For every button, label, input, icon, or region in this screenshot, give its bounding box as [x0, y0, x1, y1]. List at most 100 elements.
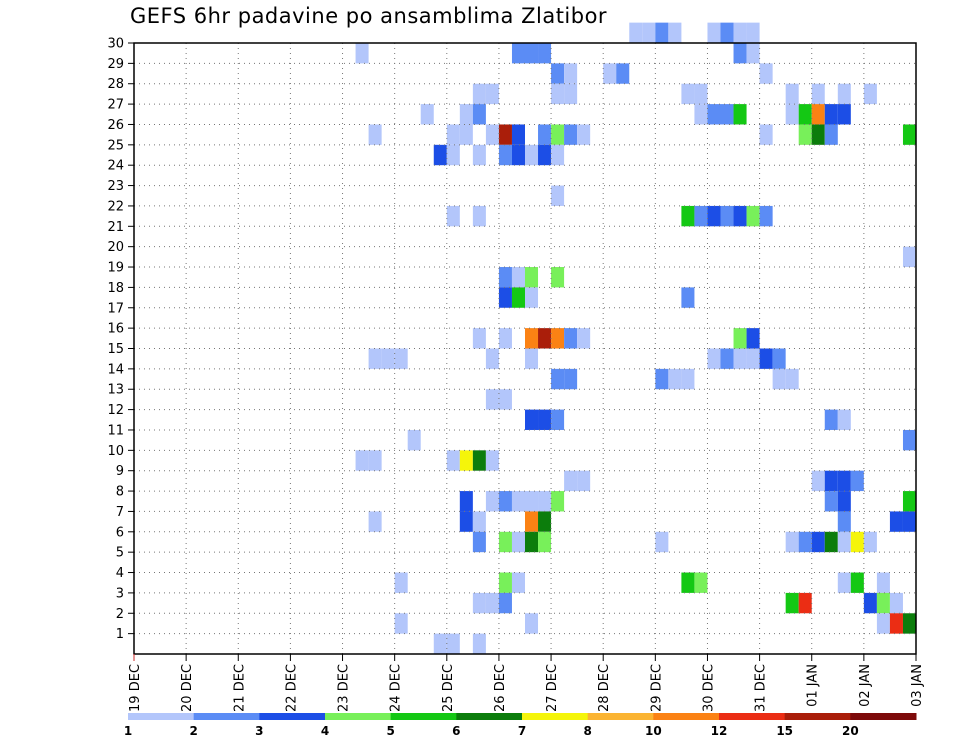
y-tick-label: 16: [107, 322, 124, 337]
y-tick-label: 30: [107, 37, 124, 52]
heat-cell: [511, 572, 525, 593]
heat-cell: [551, 63, 565, 84]
heat-cell: [525, 144, 539, 166]
heat-cell: [498, 592, 512, 614]
heat-cell: [824, 470, 838, 492]
heat-cell: [511, 43, 525, 64]
heat-cell: [811, 531, 825, 553]
heat-cell: [472, 592, 486, 614]
heat-cell: [707, 22, 721, 43]
y-tick-label: 7: [116, 505, 124, 520]
heat-cell: [551, 328, 565, 349]
heat-cell: [772, 348, 786, 369]
y-tick-label: 15: [107, 342, 124, 357]
heat-cell: [577, 470, 591, 492]
heat-cell: [446, 144, 460, 166]
heat-cell: [472, 511, 486, 532]
heat-cell: [837, 491, 851, 512]
heat-cell: [837, 470, 851, 492]
x-tick-label: 29 DEC: [649, 664, 664, 712]
heat-cell: [368, 124, 382, 145]
heat-cell: [368, 511, 382, 532]
heat-cell: [551, 144, 565, 166]
heat-cell: [551, 491, 565, 512]
heat-cell: [551, 409, 565, 430]
legend-label: 10: [645, 724, 662, 738]
chart-title: GEFS 6hr padavine po ansamblima Zlatibor: [130, 4, 608, 28]
heat-cell: [446, 124, 460, 145]
y-tick-label: 11: [107, 423, 124, 438]
legend-swatch: [850, 713, 917, 720]
heat-cell: [472, 83, 486, 105]
heat-cell: [538, 328, 552, 349]
y-tick-label: 18: [107, 281, 124, 296]
legend-label: 6: [452, 724, 460, 738]
heat-cell: [720, 22, 734, 43]
cells-group: [355, 22, 916, 654]
heat-cell: [472, 205, 486, 227]
heat-cell: [824, 104, 838, 125]
heat-cell: [837, 83, 851, 105]
legend-label: 1: [124, 724, 132, 738]
heat-cell: [394, 613, 408, 634]
heat-cell: [551, 185, 565, 206]
heat-cell: [525, 511, 539, 532]
heat-cell: [564, 124, 578, 145]
grid: [134, 42, 917, 654]
heat-cell: [733, 22, 747, 43]
heat-cell: [525, 531, 539, 553]
y-tick-label: 29: [107, 57, 124, 72]
heat-cell: [420, 104, 434, 125]
heat-cell: [668, 368, 682, 390]
y-tick-label: 6: [116, 525, 124, 540]
heat-cell: [746, 205, 760, 227]
heat-cell: [850, 470, 864, 492]
heat-cell: [733, 104, 747, 125]
heat-cell: [511, 267, 525, 288]
heat-cell: [889, 511, 903, 532]
legend-label: 2: [189, 724, 197, 738]
x-tick-label: 21 DEC: [232, 664, 247, 712]
legend-label: 5: [386, 724, 394, 738]
y-tick-label: 23: [107, 179, 124, 194]
legend-label: 12: [711, 724, 728, 738]
heat-cell: [472, 144, 486, 166]
heat-cell: [668, 22, 682, 43]
heat-cell: [694, 572, 708, 593]
heat-cell: [720, 348, 734, 369]
heat-cell: [538, 491, 552, 512]
heat-cell: [394, 572, 408, 593]
heat-cell: [902, 246, 916, 268]
heat-cell: [525, 348, 539, 369]
heat-cell: [746, 328, 760, 349]
heat-cell: [525, 613, 539, 634]
y-tick-label: 21: [107, 220, 124, 235]
y-tick-label: 2: [116, 607, 124, 622]
heat-cell: [485, 450, 499, 471]
heat-cell: [863, 83, 877, 105]
heat-cell: [850, 531, 864, 553]
heat-cell: [876, 572, 890, 593]
x-tick-label: 19 DEC: [128, 664, 143, 712]
heat-cell: [446, 450, 460, 471]
heat-cell: [525, 328, 539, 349]
heat-cell: [472, 328, 486, 349]
heat-cell: [564, 83, 578, 105]
heat-cell: [629, 22, 643, 43]
heat-cell: [472, 104, 486, 125]
heat-cell: [785, 592, 799, 614]
heat-cell: [485, 124, 499, 145]
y-tick-label: 12: [107, 403, 124, 418]
heat-cell: [811, 104, 825, 125]
heat-cell: [616, 63, 630, 84]
x-tick-label: 03 JAN: [910, 664, 925, 707]
heat-cell: [564, 63, 578, 84]
heat-cell: [538, 43, 552, 64]
heat-cell: [863, 531, 877, 553]
heat-cell: [824, 491, 838, 512]
heat-cell: [498, 267, 512, 288]
heat-cell: [368, 348, 382, 369]
heat-cell: [485, 348, 499, 369]
x-tick-label: 02 JAN: [858, 664, 873, 707]
